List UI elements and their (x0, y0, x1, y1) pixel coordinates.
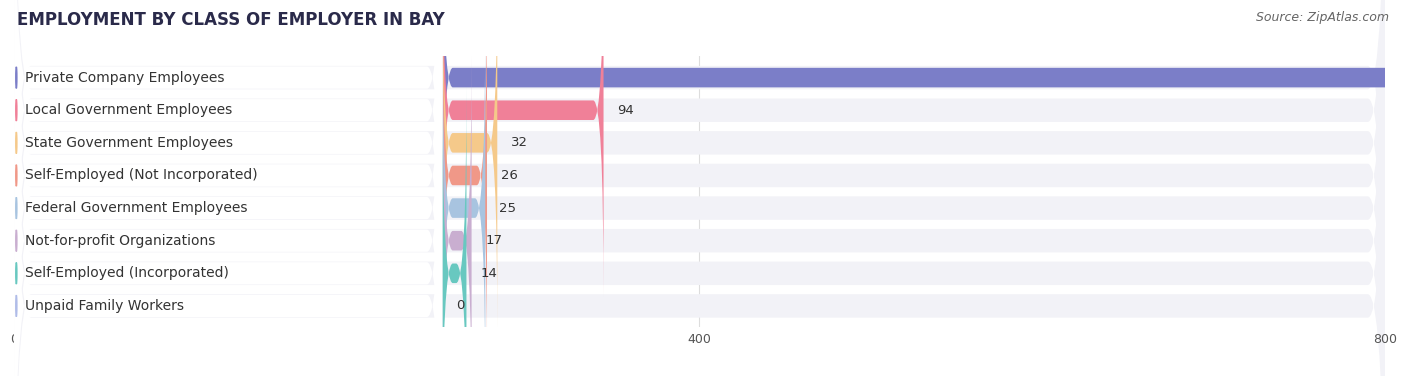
Text: Self-Employed (Incorporated): Self-Employed (Incorporated) (25, 266, 229, 280)
Text: Private Company Employees: Private Company Employees (25, 71, 225, 85)
FancyBboxPatch shape (443, 0, 498, 329)
Text: 14: 14 (481, 267, 498, 280)
Text: Not-for-profit Organizations: Not-for-profit Organizations (25, 234, 217, 248)
Text: EMPLOYMENT BY CLASS OF EMPLOYER IN BAY: EMPLOYMENT BY CLASS OF EMPLOYER IN BAY (17, 11, 444, 29)
FancyBboxPatch shape (14, 0, 1385, 376)
FancyBboxPatch shape (443, 55, 471, 376)
FancyBboxPatch shape (14, 0, 443, 376)
FancyBboxPatch shape (14, 0, 1385, 376)
FancyBboxPatch shape (14, 0, 1385, 376)
FancyBboxPatch shape (14, 0, 1385, 376)
Text: Unpaid Family Workers: Unpaid Family Workers (25, 299, 184, 313)
FancyBboxPatch shape (14, 0, 443, 376)
Text: 26: 26 (501, 169, 517, 182)
FancyBboxPatch shape (443, 0, 1406, 264)
FancyBboxPatch shape (14, 0, 443, 376)
Text: Self-Employed (Not Incorporated): Self-Employed (Not Incorporated) (25, 168, 259, 182)
FancyBboxPatch shape (14, 0, 1385, 376)
FancyBboxPatch shape (443, 0, 603, 296)
Text: 0: 0 (456, 299, 464, 312)
FancyBboxPatch shape (14, 0, 443, 360)
FancyBboxPatch shape (443, 0, 486, 361)
FancyBboxPatch shape (14, 0, 443, 376)
FancyBboxPatch shape (443, 22, 485, 376)
FancyBboxPatch shape (14, 0, 1385, 376)
FancyBboxPatch shape (14, 23, 443, 376)
Text: 17: 17 (485, 234, 502, 247)
Text: 94: 94 (617, 104, 634, 117)
Text: Local Government Employees: Local Government Employees (25, 103, 233, 117)
Text: 32: 32 (510, 136, 529, 149)
FancyBboxPatch shape (443, 87, 467, 376)
Text: 25: 25 (499, 202, 516, 215)
FancyBboxPatch shape (14, 0, 443, 376)
Text: Source: ZipAtlas.com: Source: ZipAtlas.com (1256, 11, 1389, 24)
Text: State Government Employees: State Government Employees (25, 136, 233, 150)
FancyBboxPatch shape (14, 0, 443, 376)
FancyBboxPatch shape (14, 0, 1385, 376)
Text: Federal Government Employees: Federal Government Employees (25, 201, 247, 215)
FancyBboxPatch shape (14, 0, 1385, 376)
